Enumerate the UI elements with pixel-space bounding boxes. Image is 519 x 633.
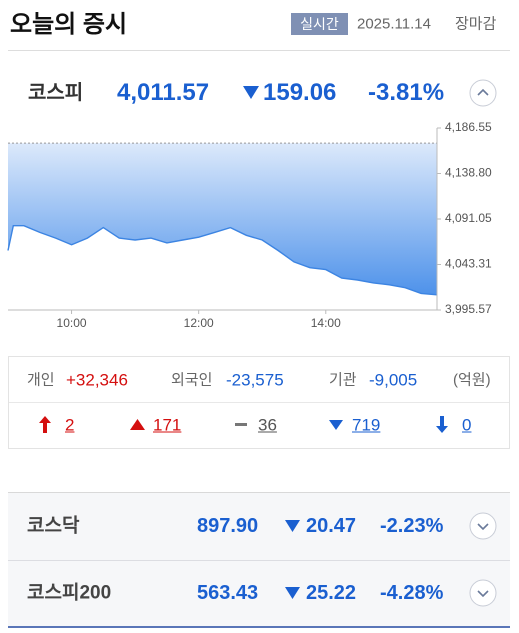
market-status: 장마감 <box>455 15 497 33</box>
y-tick-label: 4,138.80 <box>445 166 492 180</box>
index-change-rate: -4.28% <box>380 582 444 604</box>
date: 2025.11.14 <box>357 15 431 33</box>
index-change-rate: -2.23% <box>380 515 444 537</box>
index-change: 20.47 <box>306 515 357 537</box>
price-line <box>7 225 438 296</box>
upper-limit-icon <box>39 416 51 433</box>
index-name: 코스피200 <box>27 582 112 604</box>
down-icon <box>243 86 259 99</box>
divider <box>8 50 510 51</box>
index-change: 159.06 <box>263 79 337 106</box>
down-icon <box>285 520 300 532</box>
other-indices <box>8 492 510 627</box>
y-tick-label: 4,091.05 <box>445 211 492 225</box>
index-name: 코스피 <box>28 82 84 104</box>
investor-value: -9,005 <box>369 370 418 390</box>
flat-count[interactable]: 36 <box>258 415 277 435</box>
rise-icon <box>130 419 145 430</box>
flat-icon <box>235 423 247 426</box>
index-change-rate: -3.81% <box>368 79 445 106</box>
widget-title: 오늘의 증시 <box>10 11 128 38</box>
x-tick-label: 14:00 <box>311 316 341 330</box>
upper-limit-count[interactable]: 2 <box>65 415 75 435</box>
investor-value: -23,575 <box>226 370 284 390</box>
expand-button[interactable] <box>469 579 497 607</box>
lower-limit-count[interactable]: 0 <box>462 415 472 435</box>
y-tick-label: 4,186.55 <box>445 120 492 134</box>
y-tick-label: 3,995.57 <box>445 302 492 316</box>
index-value: 4,011.57 <box>117 79 210 106</box>
live-badge: 실시간 <box>291 13 348 35</box>
divider <box>8 560 510 561</box>
unit: (억원) <box>453 371 491 389</box>
fall-icon <box>329 420 343 430</box>
price-area <box>8 143 437 295</box>
down-icon <box>285 587 300 599</box>
investor-name: 기관 <box>329 371 357 389</box>
investor-box <box>8 356 510 449</box>
lower-limit-icon <box>436 416 448 433</box>
investor-name: 개인 <box>27 371 55 389</box>
fall-count[interactable]: 719 <box>352 415 381 435</box>
intraday-chart: 4,186.55 4,138.80 4,091.05 4,043.31 3,995.57… <box>7 120 492 330</box>
index-change: 25.22 <box>306 582 357 604</box>
rise-count[interactable]: 171 <box>153 415 182 435</box>
index-value: 563.43 <box>197 582 259 604</box>
expand-button[interactable] <box>469 512 497 540</box>
investor-name: 외국인 <box>171 371 213 389</box>
divider <box>9 402 509 403</box>
y-tick-label: 4,043.31 <box>445 257 492 271</box>
investor-value: +32,346 <box>66 370 128 390</box>
bottom-border <box>8 626 510 628</box>
index-name: 코스닥 <box>27 515 80 537</box>
x-tick-label: 10:00 <box>57 316 87 330</box>
x-tick-label: 12:00 <box>184 316 214 330</box>
collapse-button[interactable] <box>469 79 497 107</box>
index-value: 897.90 <box>197 515 259 537</box>
